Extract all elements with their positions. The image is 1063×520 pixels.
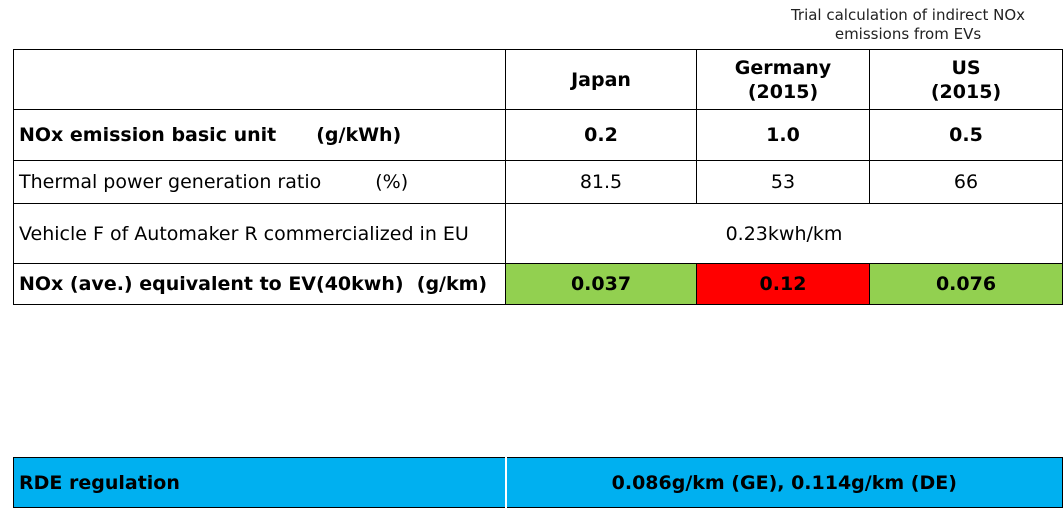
caption-line-1: Trial calculation of indirect NOx: [790, 6, 1026, 24]
row-label-text: NOx emission basic unit: [19, 124, 277, 146]
header-germany: Germany (2015): [696, 49, 870, 110]
rde-value: 0.086g/km (GE), 0.114g/km (DE): [505, 457, 1063, 508]
rde-label: RDE regulation: [12, 457, 507, 508]
row-label-emission-unit: NOx emission basic unit (g/kWh): [13, 109, 506, 161]
cell-japan: 81.5: [505, 160, 697, 204]
row-label-vehicle: Vehicle F of Automaker R commercialized …: [13, 203, 506, 264]
rde-row: RDE regulation 0.086g/km (GE), 0.114g/km…: [12, 457, 1063, 508]
cell-germany: 1.0: [696, 109, 870, 161]
cell-germany: 53: [696, 160, 870, 204]
cell-germany-highlight: 0.12: [696, 263, 870, 305]
table-row: Vehicle F of Automaker R commercialized …: [13, 203, 1063, 264]
cell-us: 66: [869, 160, 1063, 204]
caption-line-2: emissions from EVs: [834, 25, 982, 43]
header-row: Japan Germany (2015) US (2015): [13, 49, 1063, 110]
rde-table: RDE regulation 0.086g/km (GE), 0.114g/km…: [12, 457, 1063, 508]
header-japan: Japan: [505, 49, 697, 110]
row-label-nox-equivalent: NOx (ave.) equivalent to EV(40kwh) (g/km…: [13, 263, 506, 305]
cell-merged-consumption: 0.23kwh/km: [505, 203, 1063, 264]
header-us-name: US: [951, 56, 981, 79]
table-caption: Trial calculation of indirect NOx emissi…: [760, 6, 1056, 46]
table-row: NOx (ave.) equivalent to EV(40kwh) (g/km…: [13, 263, 1063, 305]
cell-us-highlight: 0.076: [869, 263, 1063, 305]
header-us: US (2015): [869, 49, 1063, 110]
row-unit: (g/km): [416, 273, 488, 295]
header-germany-year: (2015): [747, 80, 819, 103]
cell-japan: 0.2: [505, 109, 697, 161]
row-label-text: Thermal power generation ratio: [19, 171, 322, 193]
row-label-thermal-ratio: Thermal power generation ratio (%): [13, 160, 506, 204]
header-germany-name: Germany: [734, 56, 832, 79]
cell-japan-highlight: 0.037: [505, 263, 697, 305]
cell-us: 0.5: [869, 109, 1063, 161]
header-us-year: (2015): [930, 80, 1002, 103]
table-row: NOx emission basic unit (g/kWh) 0.2 1.0 0…: [13, 109, 1063, 161]
row-unit: (g/kWh): [316, 124, 402, 146]
row-unit: (%): [375, 171, 409, 193]
table-row: Thermal power generation ratio (%) 81.5 5…: [13, 160, 1063, 204]
header-empty-cell: [13, 49, 506, 110]
row-label-text: NOx (ave.) equivalent to EV(40kwh): [19, 273, 404, 295]
emissions-table: Japan Germany (2015) US (2015) NOx emiss…: [13, 49, 1063, 305]
